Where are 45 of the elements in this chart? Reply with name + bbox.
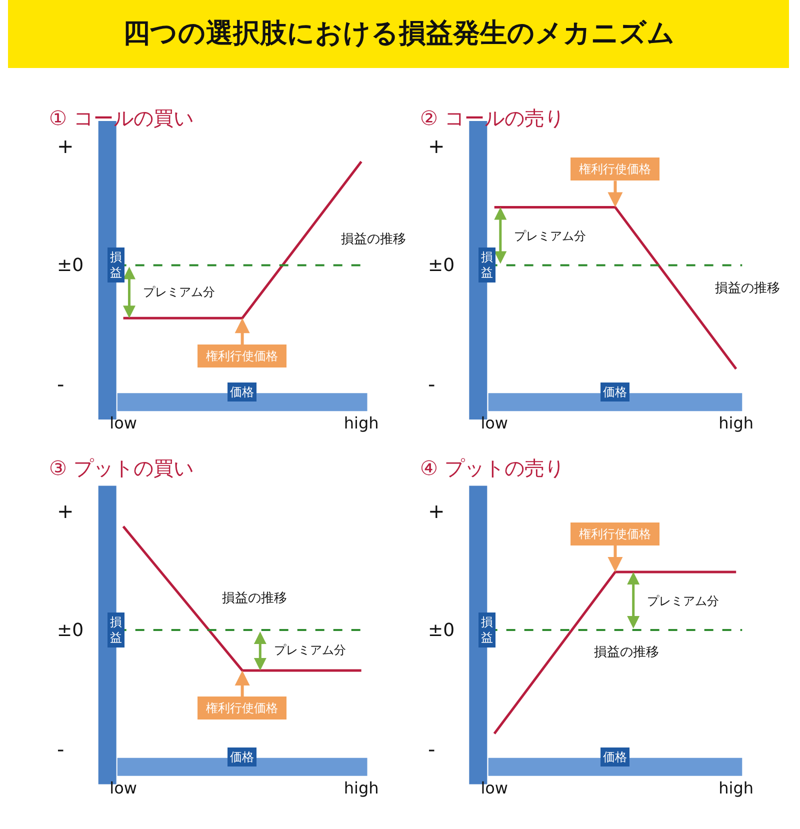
x-axis-title: 価格 — [603, 750, 627, 764]
text: 権利行使価格 — [202, 349, 282, 363]
annotation: プレミアム分 — [514, 229, 586, 243]
annotation: 損益の推移 — [341, 232, 406, 247]
y-axis-title: 損益 — [110, 250, 122, 280]
chart-title: ③ プットの買い — [49, 456, 194, 480]
chart-title: ④ プットの売り — [420, 456, 564, 480]
text: 権利行使価格 — [575, 527, 655, 541]
ref-line-label: ±0 — [428, 255, 455, 276]
text: - — [57, 372, 64, 396]
x-axis-title: 価格 — [230, 750, 254, 764]
x-tick-label: high — [718, 778, 754, 798]
annotation: 損益の推移 — [594, 645, 659, 660]
x-axis-title: 価格 — [603, 385, 627, 399]
text: - — [57, 737, 64, 761]
annotation: プレミアム分 — [274, 643, 346, 657]
x-tick-label: high — [718, 414, 754, 433]
annotation: プレミアム分 — [647, 594, 719, 608]
x-tick-label: low — [110, 414, 137, 433]
text: - — [428, 372, 436, 396]
ref-line-label: ±0 — [57, 255, 84, 276]
text: + — [57, 499, 74, 523]
annotation: プレミアム分 — [143, 285, 215, 299]
x-axis-title: 価格 — [230, 385, 254, 399]
x-tick-label: low — [480, 414, 508, 433]
x-tick-label: low — [480, 778, 508, 798]
text: + — [428, 134, 445, 158]
text: 権利行使価格 — [202, 701, 282, 715]
text: 四つの選択肢における損益発生のメカニズム — [123, 18, 675, 49]
text: + — [428, 499, 445, 523]
y-axis-title: 損益 — [110, 615, 122, 645]
text: 権利行使価格 — [575, 162, 655, 176]
annotation: 損益の推移 — [222, 591, 287, 606]
x-tick-label: high — [344, 414, 379, 433]
text: - — [428, 737, 436, 761]
ref-line-label: ±0 — [57, 620, 84, 641]
x-tick-label: high — [344, 778, 379, 798]
ref-line-label: ±0 — [428, 620, 455, 641]
chart-title: ② コールの売り — [420, 106, 564, 130]
annotation: 損益の推移 — [715, 281, 780, 296]
chart-title: ① コールの買い — [49, 106, 194, 130]
y-axis-title: 損益 — [481, 615, 493, 645]
y-axis-title: 損益 — [481, 250, 493, 280]
text: + — [57, 134, 74, 158]
x-tick-label: low — [110, 778, 137, 798]
